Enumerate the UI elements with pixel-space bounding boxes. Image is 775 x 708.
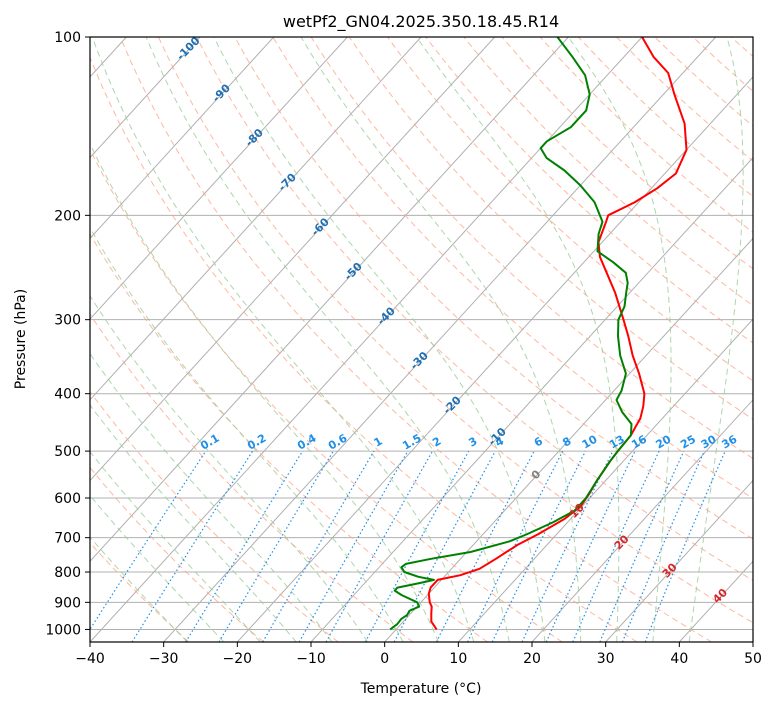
x-axis-title: Temperature (°C) — [360, 681, 482, 697]
isotherm-line — [310, 156, 753, 642]
y-axis-title: Pressure (hPa) — [13, 289, 29, 389]
dry-adiabat-line — [387, 37, 753, 382]
dry-adiabat-line — [196, 37, 753, 582]
mixing-ratio-line — [466, 450, 564, 642]
moist-adiabat-line — [213, 37, 546, 642]
isotherm-line — [90, 37, 496, 482]
isotherm-line — [163, 37, 717, 642]
moist-adiabat-line — [416, 37, 620, 642]
mixing-ratio-line — [393, 450, 496, 642]
dewpoint-line — [389, 37, 633, 631]
dry-adiabat-line — [348, 37, 753, 420]
isotherm-line — [90, 37, 201, 159]
y-tick-label: 300 — [54, 313, 81, 329]
isotherm-line — [90, 37, 275, 240]
isotherm-line — [531, 399, 753, 642]
x-tick-label: −30 — [149, 651, 179, 667]
plot-frame — [89, 36, 754, 643]
mixing-ratio-line — [644, 450, 726, 642]
moist-adiabat-line — [91, 37, 475, 642]
moist-adiabat-line — [145, 37, 510, 642]
y-tick-label: 800 — [54, 565, 81, 581]
x-tick-label: 20 — [523, 651, 541, 667]
y-tick-label: 900 — [54, 595, 81, 611]
y-tick-label: 200 — [54, 208, 81, 224]
y-tick-label: 100 — [54, 30, 81, 46]
mixing-ratio-line — [185, 450, 304, 642]
dry-adiabat-line — [157, 37, 753, 624]
dry-adiabat-line — [272, 37, 753, 499]
isotherm-line — [457, 318, 753, 642]
y-tick-label: 1000 — [45, 622, 81, 638]
isotherm-line — [90, 37, 643, 642]
dry-adiabat-line — [234, 37, 753, 540]
isotherm-line — [605, 479, 753, 642]
x-tick-label: 0 — [380, 651, 389, 667]
moist-adiabat-line — [90, 352, 333, 642]
dry-adiabat-line — [90, 466, 264, 642]
y-tick-label: 400 — [54, 387, 81, 403]
isotherm-line — [90, 37, 569, 563]
isotherm-line — [90, 37, 422, 401]
x-tick-label: −20 — [223, 651, 253, 667]
moist-adiabat-line — [90, 404, 297, 642]
temperature-line — [427, 37, 688, 630]
moist-adiabat-line — [90, 226, 404, 642]
mixing-ratio-line — [599, 450, 685, 642]
x-tick-label: 50 — [744, 651, 762, 667]
x-tick-label: 10 — [449, 651, 467, 667]
mixing-ratio-line — [131, 450, 254, 642]
x-tick-label: 40 — [670, 651, 688, 667]
dry-adiabat-line — [90, 148, 563, 642]
y-tick-label: 700 — [54, 531, 81, 547]
axes: −40 −30 −20 −10 0 10 20 30 40 50 1000 900 800 700 600 5… — [45, 30, 762, 667]
dry-adiabat-line — [90, 56, 638, 642]
mixing-ratio-line — [90, 450, 207, 631]
x-tick-label: −10 — [296, 651, 326, 667]
plot-area — [90, 37, 753, 642]
moist-adiabat-line — [567, 37, 672, 642]
isotherm-line — [236, 76, 753, 642]
moist-adiabat-line — [90, 142, 439, 642]
dry-adiabat-line — [119, 37, 712, 642]
moist-adiabat-line — [90, 294, 369, 642]
mixing-ratio-line — [572, 450, 660, 642]
x-tick-label: 30 — [597, 651, 615, 667]
moist-adiabat-line — [688, 37, 744, 642]
dry-adiabat-line — [310, 37, 753, 460]
chart-title: wetPf2_GN04.2025.350.18.45.R14 — [283, 12, 559, 32]
y-tick-label: 600 — [54, 491, 81, 507]
y-tick-label: 500 — [54, 444, 81, 460]
mixing-ratio-line — [325, 450, 434, 642]
isotherm-line — [384, 237, 753, 642]
mixing-ratio-line — [621, 450, 705, 642]
dry-adiabat-line — [90, 542, 190, 642]
x-tick-label: −40 — [75, 651, 105, 667]
